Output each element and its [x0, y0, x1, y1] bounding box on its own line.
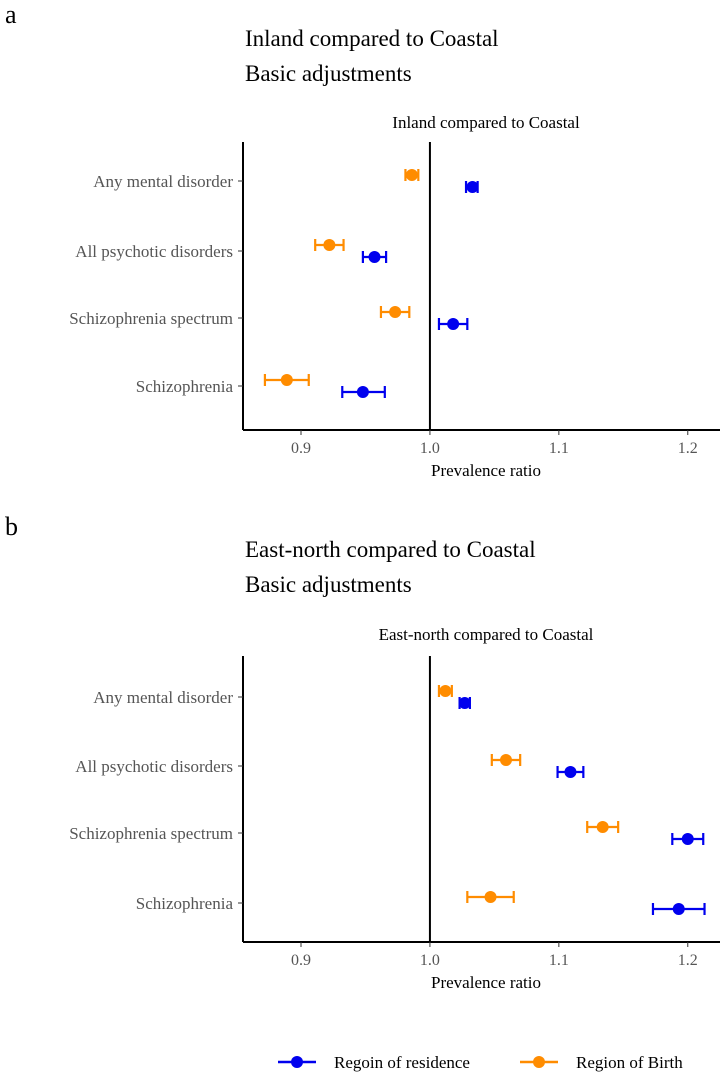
category-label-any-mental-disorder: Any mental disorder	[93, 172, 233, 191]
panel-b-letter: b	[5, 512, 18, 541]
category-label-schizophrenia-spectrum: Schizophrenia spectrum	[69, 824, 233, 843]
legend-residence-marker	[291, 1056, 303, 1068]
point-region-of-birth-schizophrenia	[280, 374, 293, 386]
errorbar-region-of-birth-schizophrenia	[466, 891, 515, 903]
category-label-all-psychotic-disorders: All psychotic disorders	[75, 757, 233, 776]
errorbar-region-of-birth-all-psychotic-disorders	[490, 754, 522, 766]
x-tick-label-1.1: 1.1	[549, 440, 569, 457]
panel-a-plot: 0.9 1.0 1.1 1.2 Prevalence ratio Any mental d…	[69, 142, 720, 480]
legend-item-residence: Regoin of residence	[278, 1053, 470, 1072]
point-region-of-birth-any-mental-disorder	[439, 685, 452, 697]
point-regoin-of-residence-schizophrenia	[356, 386, 369, 398]
errorbar-regoin-of-residence-any-mental-disorder	[464, 181, 479, 193]
point-regoin-of-residence-all-psychotic-disorders	[564, 766, 577, 778]
panel-a-subtitle: Basic adjustments	[245, 61, 412, 86]
errorbar-regoin-of-residence-schizophrenia-spectrum	[437, 318, 469, 330]
panel-b-subtitle: Basic adjustments	[245, 572, 412, 597]
errorbar-regoin-of-residence-schizophrenia	[341, 386, 386, 398]
x-tick-label-1.1: 1.1	[549, 952, 569, 969]
x-tick-label-1.0: 1.0	[420, 952, 440, 969]
x-tick-label-1.0: 1.0	[420, 440, 440, 457]
errorbar-region-of-birth-schizophrenia-spectrum	[586, 821, 620, 833]
category-label-all-psychotic-disorders: All psychotic disorders	[75, 242, 233, 261]
errorbar-region-of-birth-any-mental-disorder	[437, 685, 453, 697]
legend: Regoin of residence Region of Birth	[278, 1053, 683, 1072]
panel-a-letter: a	[5, 0, 17, 29]
errorbar-region-of-birth-schizophrenia-spectrum	[379, 306, 411, 318]
panel-a-title: Inland compared to Coastal	[245, 26, 499, 51]
category-label-schizophrenia-spectrum: Schizophrenia spectrum	[69, 309, 233, 328]
point-regoin-of-residence-all-psychotic-disorders	[368, 251, 381, 263]
point-regoin-of-residence-any-mental-disorder	[466, 181, 479, 193]
panel-a: a Inland compared to Coastal Basic adjus…	[5, 0, 720, 480]
point-region-of-birth-schizophrenia-spectrum	[596, 821, 609, 833]
point-regoin-of-residence-schizophrenia-spectrum	[681, 833, 694, 845]
panel-a-facet-strip: Inland compared to Coastal	[392, 113, 580, 132]
errorbar-region-of-birth-all-psychotic-disorders	[314, 239, 345, 251]
point-region-of-birth-any-mental-disorder	[405, 169, 418, 181]
category-label-schizophrenia: Schizophrenia	[136, 894, 234, 913]
errorbar-regoin-of-residence-all-psychotic-disorders	[361, 251, 388, 263]
legend-residence-label: Regoin of residence	[334, 1053, 470, 1072]
x-axis-title: Prevalence ratio	[431, 973, 541, 992]
point-region-of-birth-schizophrenia-spectrum	[389, 306, 402, 318]
x-axis-title: Prevalence ratio	[431, 461, 541, 480]
legend-birth-marker	[533, 1056, 545, 1068]
x-tick-label-1.2: 1.2	[678, 440, 698, 457]
legend-item-birth: Region of Birth	[520, 1053, 683, 1072]
category-label-any-mental-disorder: Any mental disorder	[93, 688, 233, 707]
errorbar-regoin-of-residence-all-psychotic-disorders	[556, 766, 585, 778]
panel-b-title: East-north compared to Coastal	[245, 537, 536, 562]
legend-birth-label: Region of Birth	[576, 1053, 683, 1072]
x-tick-label-0.9: 0.9	[291, 952, 311, 969]
panel-b-plot: 0.9 1.0 1.1 1.2 Prevalence ratio Any mental d…	[69, 656, 720, 992]
point-region-of-birth-all-psychotic-disorders	[323, 239, 336, 251]
errorbar-region-of-birth-any-mental-disorder	[404, 169, 420, 181]
errorbar-region-of-birth-schizophrenia	[263, 374, 310, 386]
point-regoin-of-residence-any-mental-disorder	[458, 697, 471, 709]
errorbar-regoin-of-residence-any-mental-disorder	[458, 697, 471, 709]
x-tick-label-1.2: 1.2	[678, 952, 698, 969]
point-region-of-birth-all-psychotic-disorders	[499, 754, 512, 766]
point-regoin-of-residence-schizophrenia-spectrum	[447, 318, 460, 330]
panel-b-facet-strip: East-north compared to Coastal	[379, 625, 594, 644]
category-label-schizophrenia: Schizophrenia	[136, 377, 234, 396]
point-region-of-birth-schizophrenia	[484, 891, 497, 903]
point-regoin-of-residence-schizophrenia	[672, 903, 685, 915]
errorbar-regoin-of-residence-schizophrenia	[651, 903, 706, 915]
errorbar-regoin-of-residence-schizophrenia-spectrum	[671, 833, 705, 845]
x-tick-label-0.9: 0.9	[291, 440, 311, 457]
panel-b: b East-north compared to Coastal Basic a…	[5, 512, 720, 992]
